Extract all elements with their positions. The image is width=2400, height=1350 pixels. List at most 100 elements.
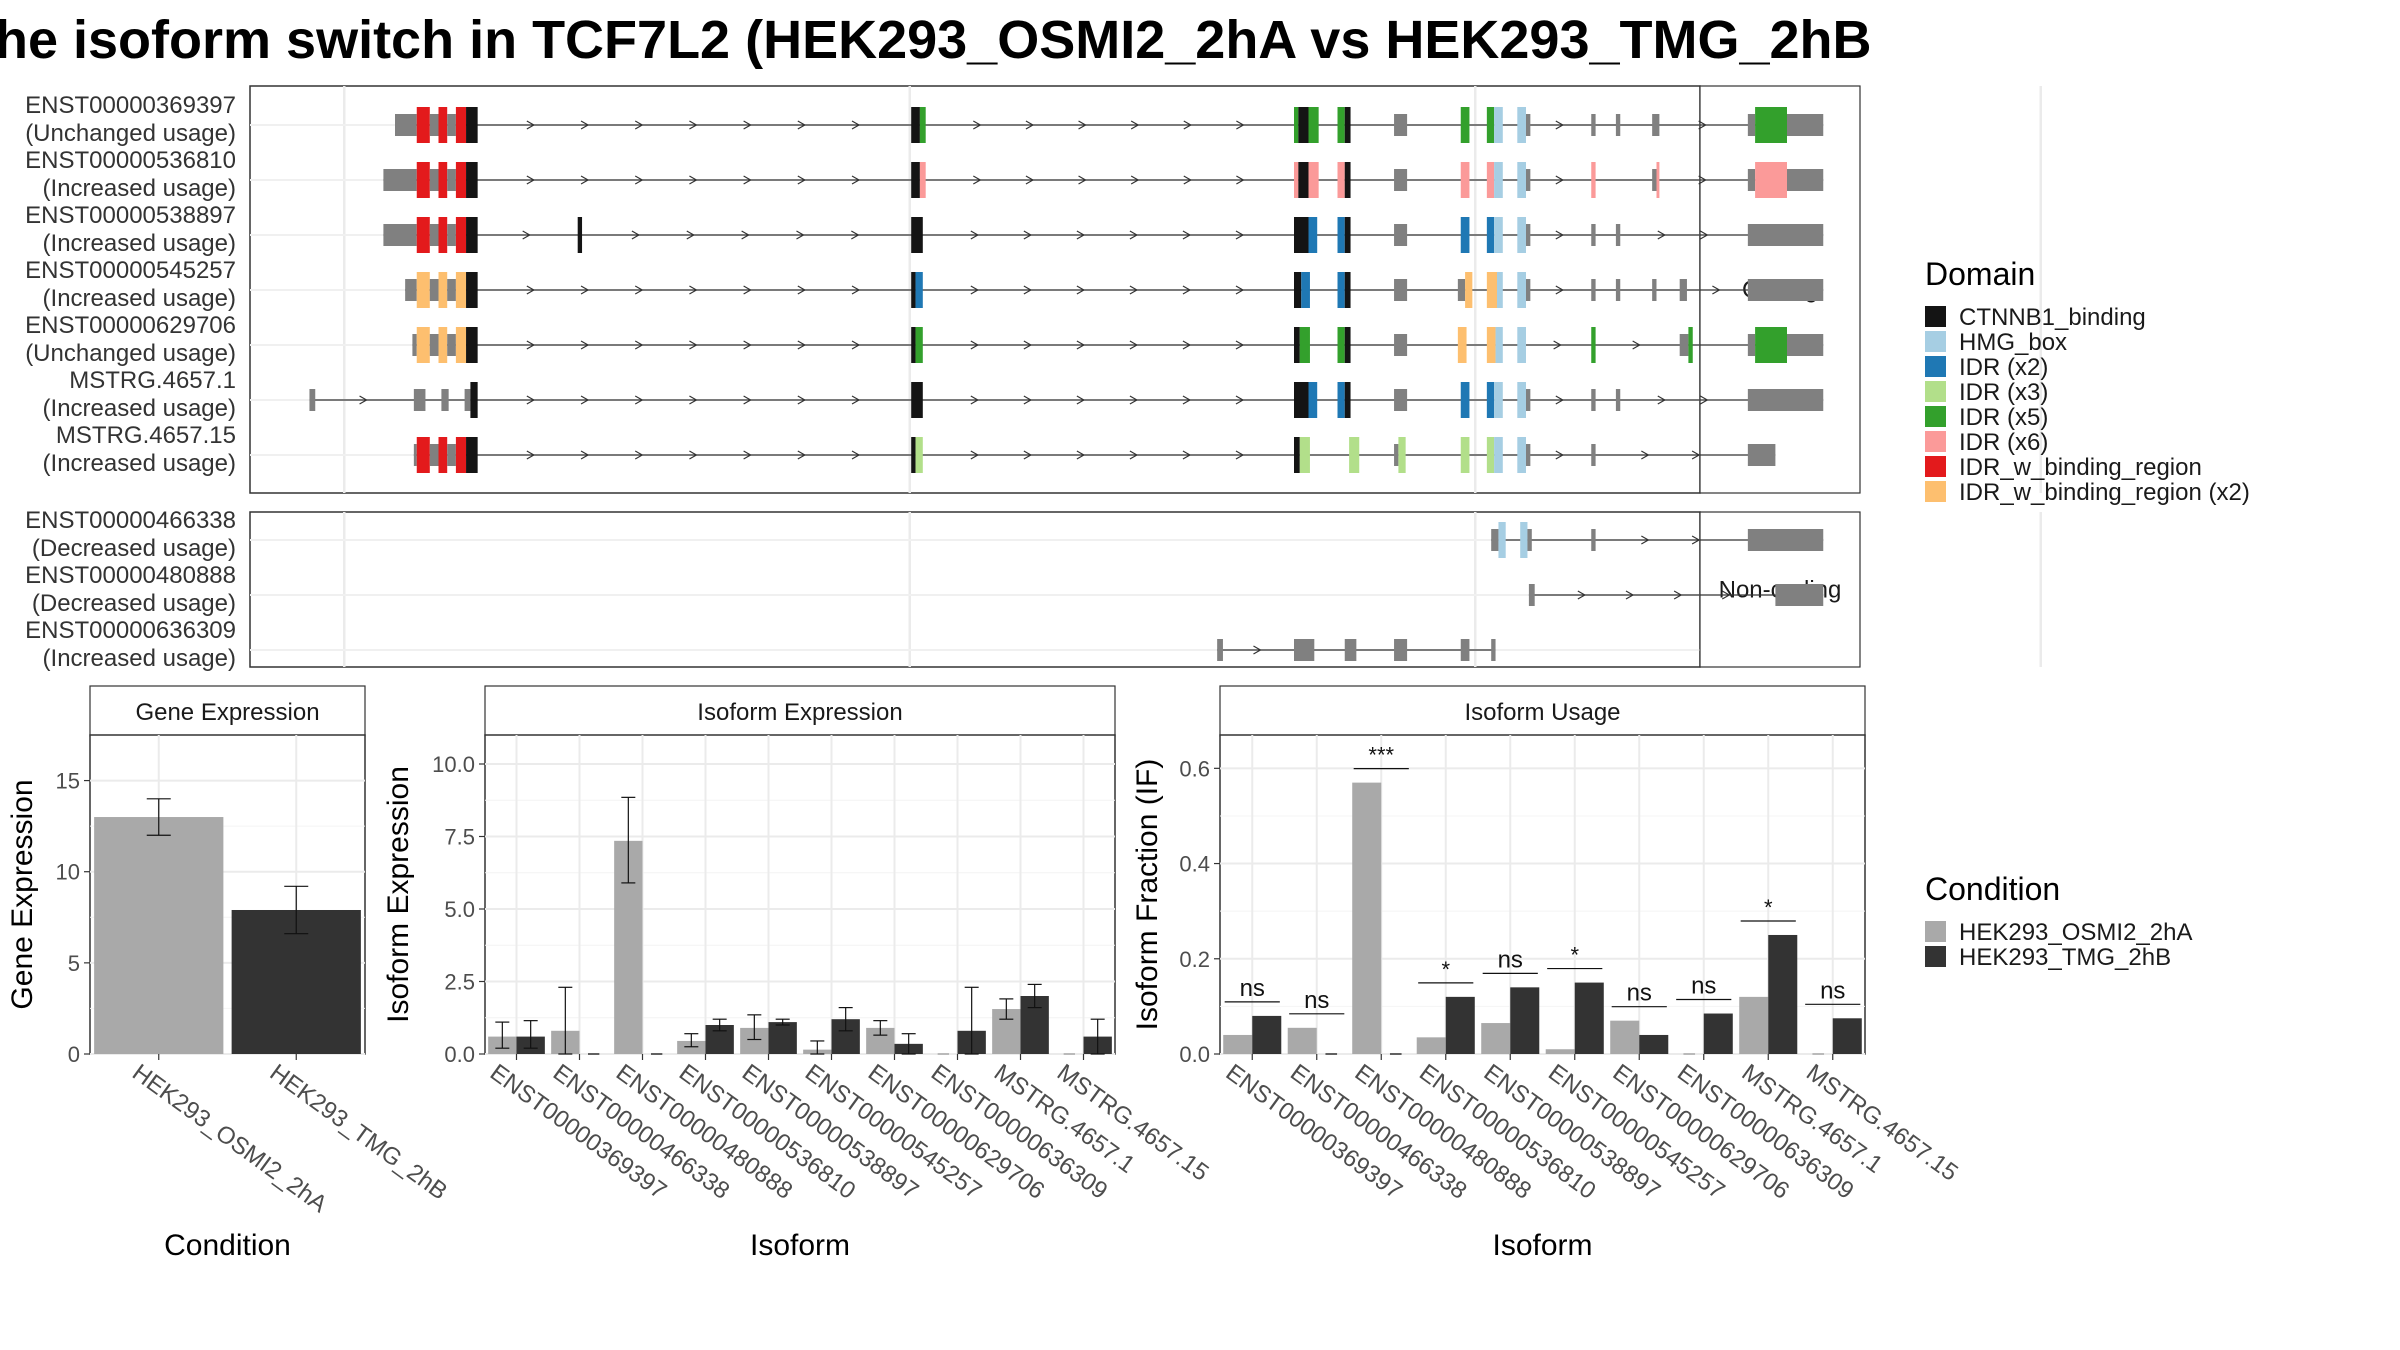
intron-arrow	[1555, 395, 1565, 405]
intron-arrow	[851, 175, 861, 185]
domain-legend-item-hmg-box: HMG_box	[1925, 329, 2067, 356]
exon	[309, 389, 316, 411]
legend-label: CTNNB1_binding	[1959, 304, 2146, 331]
exon	[412, 334, 417, 356]
y-tick-label: 7.5	[444, 825, 475, 850]
intron-arrow	[580, 450, 590, 460]
transcript-usage: (Increased usage)	[43, 285, 236, 312]
domain-idr-x3	[1299, 437, 1310, 473]
exon	[1526, 389, 1531, 411]
exon	[1394, 114, 1408, 136]
significance-enst00000369397: ns	[1224, 975, 1280, 1003]
legend-label: HEK293_TMG_2hB	[1959, 944, 2171, 971]
exon	[1679, 279, 1687, 301]
x-axis-label: Isoform	[1492, 1229, 1592, 1262]
domain-legend-item-ctnnb1-binding: CTNNB1_binding	[1925, 304, 2146, 331]
exon	[1394, 444, 1399, 466]
intron-arrow	[851, 450, 861, 460]
exon	[1758, 444, 1776, 466]
domain-ctnnb1-binding	[466, 437, 478, 473]
domain-idr-x6	[1755, 162, 1787, 198]
domain-legend-title: Domain	[1925, 256, 2035, 292]
intron-arrow	[851, 120, 861, 130]
intron-arrow	[1632, 340, 1641, 350]
legend-label: IDR (x6)	[1959, 429, 2048, 456]
bar-mstrg-4657-1-a	[1739, 996, 1769, 1054]
domain-ctnnb1-binding	[1344, 382, 1351, 418]
error-bar-mstrg-4657-1-a	[999, 998, 1014, 1020]
exon	[1528, 584, 1535, 606]
legend-label: IDR (x3)	[1959, 379, 2048, 406]
intron-arrow	[1130, 175, 1140, 185]
chart-title: Isoform Usage	[1464, 699, 1620, 726]
domain-idr-x3	[1460, 437, 1470, 473]
domain-idr-w-binding-region	[455, 162, 467, 198]
svg-text:ns: ns	[1498, 946, 1523, 973]
domain-idr-w-binding-region-x2	[455, 327, 467, 363]
transcript-id: ENST00000538897	[25, 202, 236, 229]
domain-ctnnb1-binding	[1344, 327, 1351, 363]
transcript-enst00000629706: ENST00000629706(Unchanged usage)	[25, 312, 1824, 367]
y-tick-label: 15	[56, 769, 80, 794]
legend-label: IDR_w_binding_region (x2)	[1959, 479, 2250, 506]
error-bar-enst00000480888-a	[621, 796, 636, 884]
significance-enst00000466338: ns	[1289, 987, 1345, 1015]
intron-arrow	[1691, 450, 1701, 460]
intron-arrow	[796, 230, 805, 240]
exon	[1457, 279, 1466, 301]
intron-arrow	[1023, 395, 1033, 405]
intron-arrow	[1700, 230, 1709, 240]
bar-enst00000538897-b	[768, 1022, 797, 1054]
intron-arrow	[634, 175, 644, 185]
domain-ctnnb1-binding	[466, 272, 478, 308]
transcript-enst00000466338: ENST00000466338(Decreased usage)	[25, 507, 1824, 562]
domain-ctnnb1-binding	[470, 382, 478, 418]
intron-arrow	[1657, 230, 1666, 240]
domain-ctnnb1-binding	[1344, 162, 1351, 198]
intron-arrow	[1182, 395, 1192, 405]
intron-arrow	[1183, 120, 1192, 130]
intron-arrow	[1555, 120, 1565, 130]
domain-ctnnb1-binding	[911, 162, 920, 198]
y-tick-label: 0	[68, 1042, 80, 1067]
bar-enst00000480888-a	[1352, 782, 1382, 1054]
intron-arrow	[1182, 340, 1192, 350]
exon	[1591, 444, 1596, 466]
svg-text:*: *	[1764, 895, 1773, 920]
transcript-usage: (Increased usage)	[43, 395, 236, 422]
transcript-id: MSTRG.4657.1	[69, 367, 236, 394]
svg-text:ns: ns	[1240, 975, 1265, 1002]
intron-arrow	[1130, 120, 1140, 130]
error-bar-enst00000636309-b	[964, 986, 979, 1055]
exon	[1394, 334, 1408, 356]
noncoding-panel: Non-codingENST00000466338(Decreased usag…	[25, 507, 2042, 672]
intron-arrow	[634, 395, 644, 405]
domain-ctnnb1-binding	[911, 327, 916, 363]
intron-arrow	[526, 450, 536, 460]
exon	[1526, 224, 1531, 246]
intron-arrow	[1129, 395, 1139, 405]
domain-ctnnb1-binding	[1294, 437, 1300, 473]
exon	[1294, 639, 1315, 661]
exon	[1615, 114, 1621, 136]
intron-arrow	[526, 285, 536, 295]
error-bar-enst00000466338-a	[558, 986, 573, 1055]
intron-arrow	[743, 175, 752, 185]
exon	[429, 334, 439, 356]
transcript-mstrg-4657-15: MSTRG.4657.15(Increased usage)	[43, 422, 1776, 477]
intron-arrow	[1025, 120, 1035, 130]
chart-title: Isoform Expression	[697, 699, 902, 726]
intron-arrow	[1712, 285, 1721, 295]
legend-swatch	[1925, 356, 1946, 377]
legend-label: HEK293_OSMI2_2hA	[1959, 919, 2192, 946]
exon	[1460, 639, 1470, 661]
exon	[447, 114, 456, 136]
exon	[1526, 279, 1531, 301]
domain-legend-item-idr-x2: IDR (x2)	[1925, 354, 2048, 381]
chart-isoform-usage: Isoform Usage 0.0 0.2 0.4 0.6 Isoform Fractio…	[1131, 685, 1963, 1262]
error-bar-enst00000538897-b	[775, 1018, 790, 1026]
exon	[405, 279, 417, 301]
exon	[447, 169, 456, 191]
domain-idr-w-binding-region-x2	[1457, 327, 1467, 363]
